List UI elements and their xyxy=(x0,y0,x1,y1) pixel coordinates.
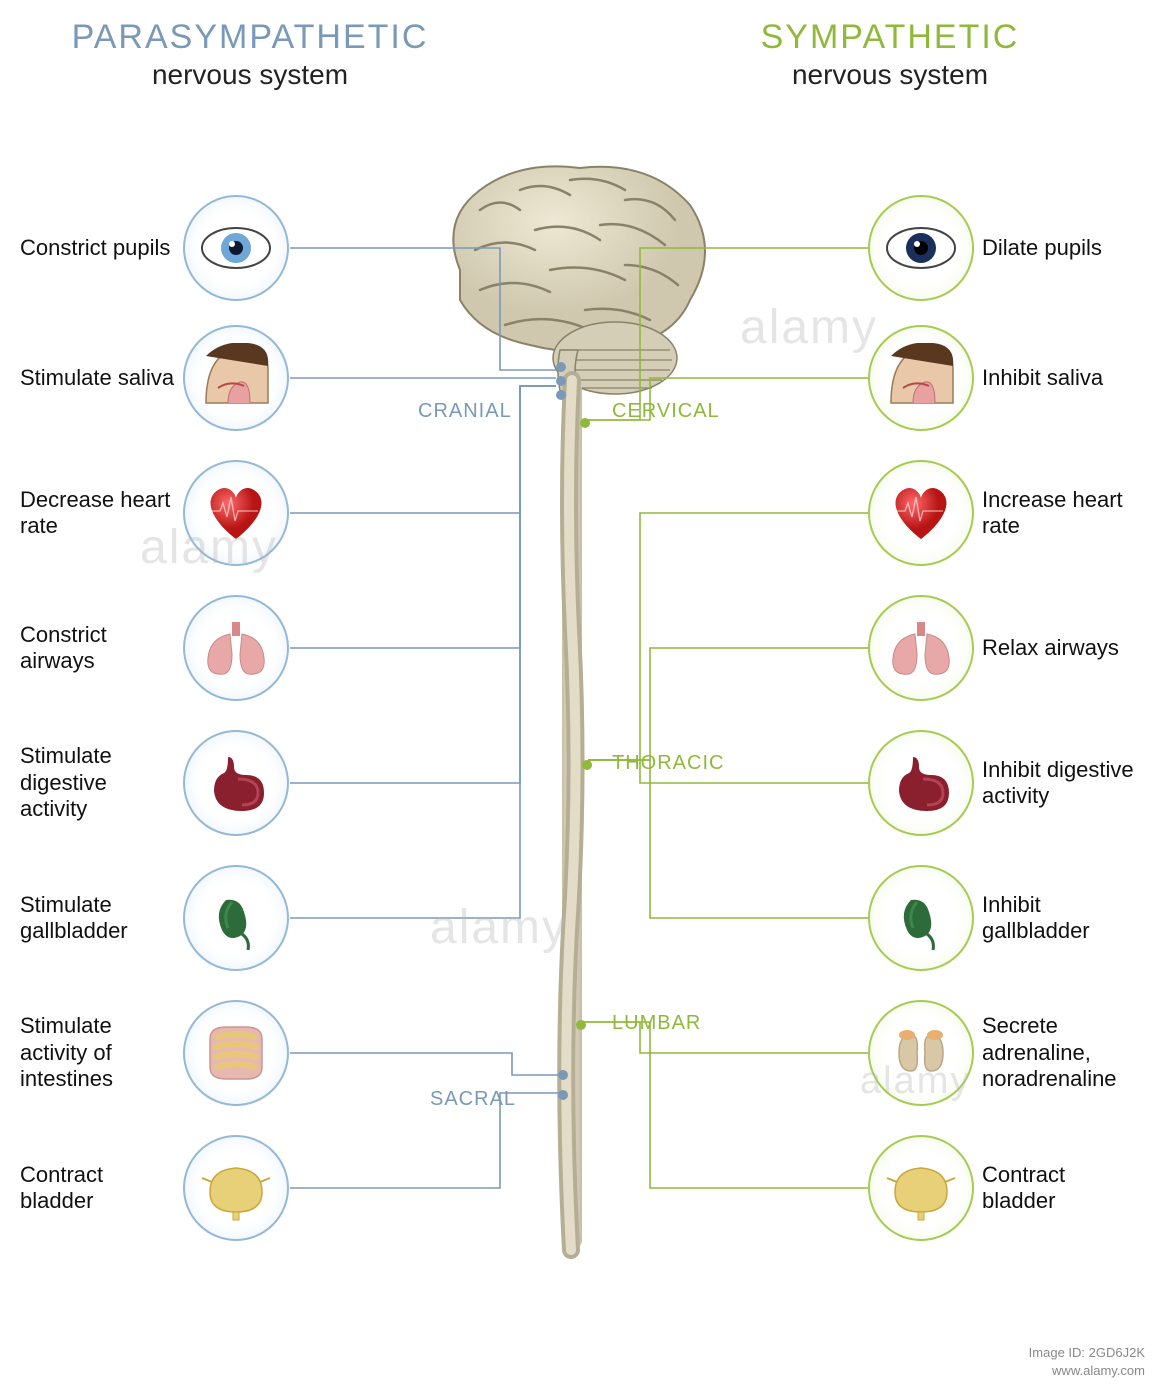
organ-label: Stimulate digestive activity xyxy=(20,743,175,822)
organ-label: Inhibit saliva xyxy=(982,365,1137,391)
right-row-3: Relax airways xyxy=(868,595,1137,701)
site-url: www.alamy.com xyxy=(1052,1363,1145,1378)
dot-sacral-1 xyxy=(558,1070,568,1080)
organ-label: Constrict pupils xyxy=(20,235,175,261)
bladder-icon xyxy=(183,1135,289,1241)
organ-label: Dilate pupils xyxy=(982,235,1137,261)
dot-cervical xyxy=(580,418,590,428)
spinal-cord xyxy=(562,380,582,1250)
dot-cranial-3 xyxy=(556,390,566,400)
right-row-4: Inhibit digestive activity xyxy=(868,730,1137,836)
region-sacral: SACRAL xyxy=(430,1088,516,1111)
eye-icon xyxy=(183,195,289,301)
organ-label: Contract bladder xyxy=(982,1162,1137,1215)
heart-icon xyxy=(183,460,289,566)
right-row-0: Dilate pupils xyxy=(868,195,1137,301)
heart-icon xyxy=(868,460,974,566)
parasympathetic-header: PARASYMPATHETIC nervous system xyxy=(40,18,460,91)
organ-label: Relax airways xyxy=(982,635,1137,661)
watermark-3: alamy xyxy=(430,900,568,955)
mouth-icon xyxy=(183,325,289,431)
organ-label: Inhibit digestive activity xyxy=(982,757,1137,810)
organ-label: Stimulate activity of intestines xyxy=(20,1013,175,1092)
left-row-6: Stimulate activity of intestines xyxy=(20,1000,289,1106)
lungs-icon xyxy=(183,595,289,701)
region-lumbar: LUMBAR xyxy=(612,1012,701,1035)
mouth-icon xyxy=(868,325,974,431)
left-row-4: Stimulate digestive activity xyxy=(20,730,289,836)
right-row-7: Contract bladder xyxy=(868,1135,1137,1241)
dot-thoracic xyxy=(582,760,592,770)
eye-dark-icon xyxy=(868,195,974,301)
right-row-2: Increase heart rate xyxy=(868,460,1137,566)
dot-lumbar xyxy=(576,1020,586,1030)
brain-illustration xyxy=(420,150,720,410)
left-row-7: Contract bladder xyxy=(20,1135,289,1241)
organ-label: Increase heart rate xyxy=(982,487,1137,540)
intestines-icon xyxy=(183,1000,289,1106)
organ-label: Secrete adrenaline, noradrenaline xyxy=(982,1013,1137,1092)
kidneys-icon xyxy=(868,1000,974,1106)
right-row-5: Inhibit gallbladder xyxy=(868,865,1137,971)
region-cervical: CERVICAL xyxy=(612,400,720,423)
left-row-1: Stimulate saliva xyxy=(20,325,289,431)
right-row-6: Secrete adrenaline, noradrenaline xyxy=(868,1000,1137,1106)
image-id: Image ID: 2GD6J2K xyxy=(1029,1345,1145,1360)
left-row-2: Decrease heart rate xyxy=(20,460,289,566)
region-cranial: CRANIAL xyxy=(418,400,512,423)
region-thoracic: THORACIC xyxy=(612,752,724,775)
bladder-icon xyxy=(868,1135,974,1241)
organ-label: Constrict airways xyxy=(20,622,175,675)
organ-label: Stimulate saliva xyxy=(20,365,175,391)
left-row-0: Constrict pupils xyxy=(20,195,289,301)
gallbladder-icon xyxy=(183,865,289,971)
parasympathetic-title: PARASYMPATHETIC xyxy=(40,18,460,57)
stomach-icon xyxy=(868,730,974,836)
lungs-icon xyxy=(868,595,974,701)
sympathetic-header: SYMPATHETIC nervous system xyxy=(680,18,1100,91)
left-row-3: Constrict airways xyxy=(20,595,289,701)
gallbladder-icon xyxy=(868,865,974,971)
organ-label: Inhibit gallbladder xyxy=(982,892,1137,945)
sympathetic-subtitle: nervous system xyxy=(680,59,1100,91)
watermark-2: alamy xyxy=(740,300,878,355)
organ-label: Stimulate gallbladder xyxy=(20,892,175,945)
organ-label: Decrease heart rate xyxy=(20,487,175,540)
parasympathetic-subtitle: nervous system xyxy=(40,59,460,91)
sympathetic-title: SYMPATHETIC xyxy=(680,18,1100,57)
dot-cranial-1 xyxy=(556,362,566,372)
left-row-5: Stimulate gallbladder xyxy=(20,865,289,971)
dot-cranial-2 xyxy=(556,376,566,386)
right-row-1: Inhibit saliva xyxy=(868,325,1137,431)
dot-sacral-2 xyxy=(558,1090,568,1100)
organ-label: Contract bladder xyxy=(20,1162,175,1215)
stomach-icon xyxy=(183,730,289,836)
